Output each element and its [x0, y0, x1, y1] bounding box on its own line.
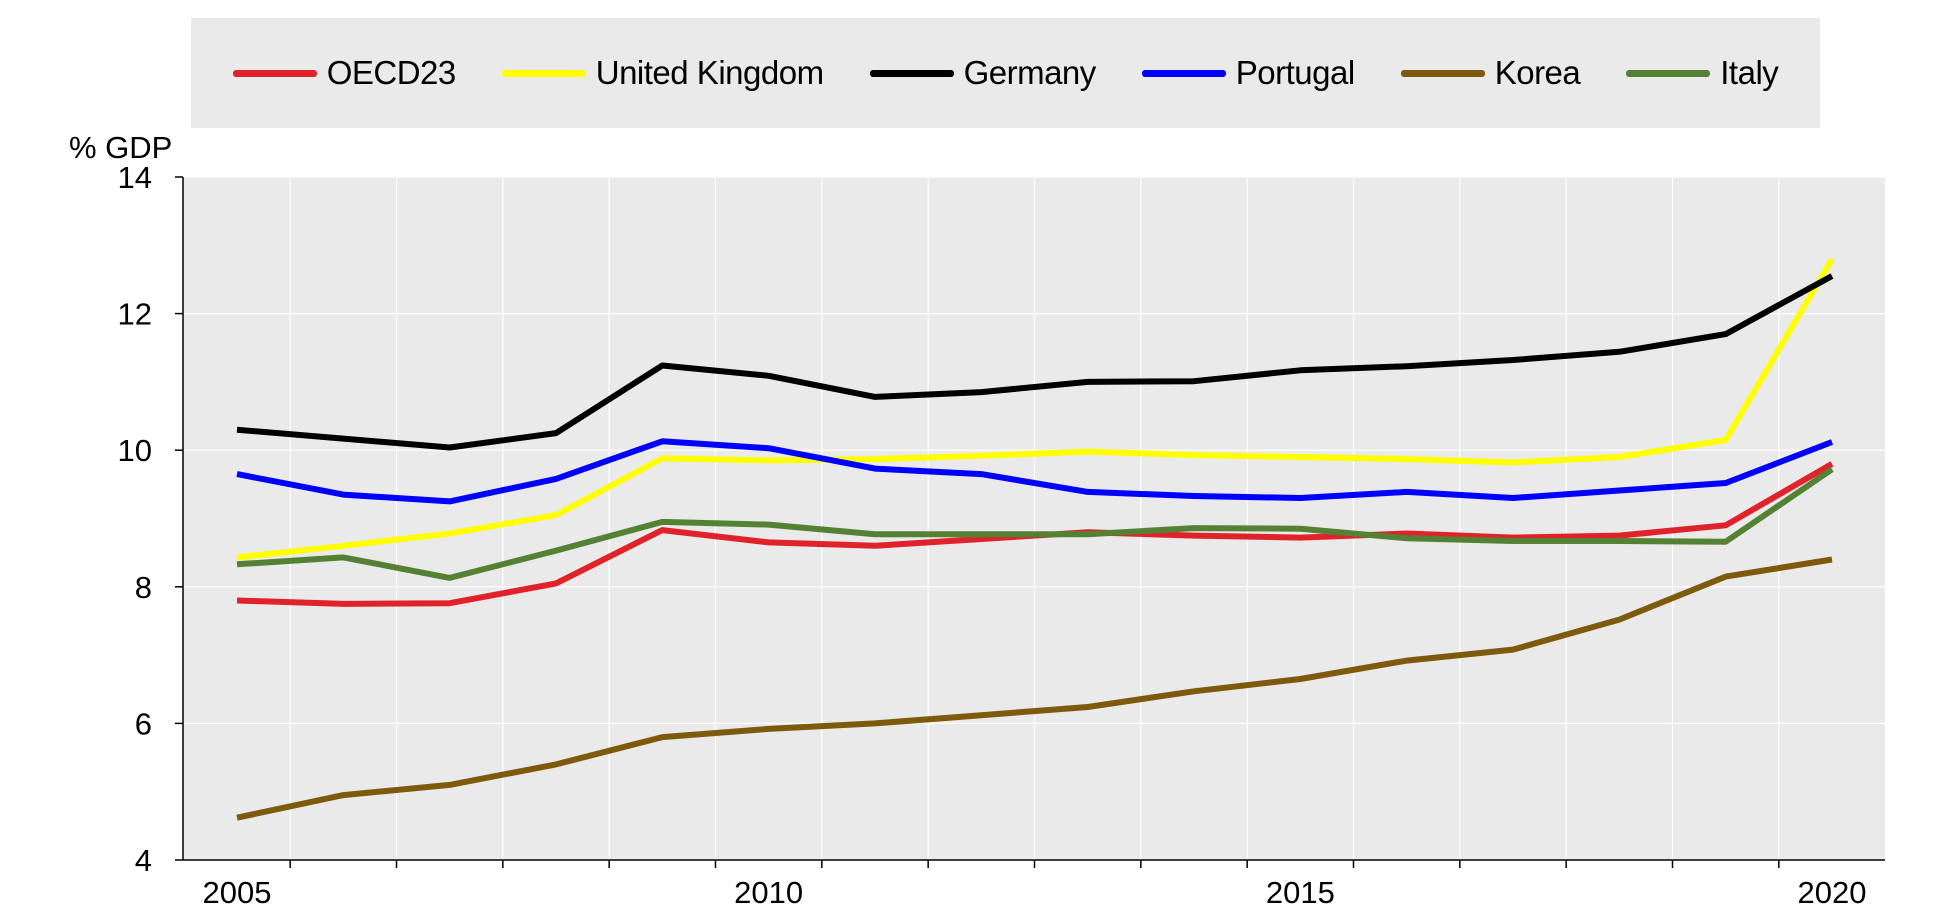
x-tick-label: 2015 — [1266, 875, 1335, 910]
legend-swatch — [869, 69, 954, 77]
legend-label: OECD23 — [326, 54, 457, 91]
legend-item-germany: Germany — [869, 54, 1097, 92]
legend-item-italy: Italy — [1626, 54, 1779, 92]
y-tick-label: 8 — [135, 570, 152, 605]
x-tick-label: 2020 — [1798, 875, 1867, 910]
series-line-italy — [236, 466, 1834, 581]
y-tick-label: 12 — [118, 297, 152, 332]
y-tick-label: 6 — [135, 706, 152, 741]
y-tick-label: 14 — [118, 160, 152, 195]
legend-swatch — [1626, 69, 1711, 77]
y-tick-label: 10 — [118, 433, 152, 468]
legend-swatch — [1400, 69, 1485, 77]
legend-swatch — [1141, 69, 1226, 77]
legend-item-oecd23: OECD23 — [232, 54, 457, 92]
legend-item-united-kingdom: United Kingdom — [501, 54, 824, 92]
y-axis-title: % GDP — [69, 130, 172, 165]
legend-swatch — [501, 69, 586, 77]
series-line-portugal — [236, 438, 1834, 505]
x-tick-label: 2005 — [203, 875, 272, 910]
legend-item-korea: Korea — [1400, 54, 1581, 92]
y-tick-label: 4 — [135, 843, 152, 878]
legend-label: Germany — [963, 54, 1097, 91]
legend: OECD23 United Kingdom Germany Portugal Korea… — [191, 18, 1820, 128]
legend-label: United Kingdom — [595, 54, 824, 91]
series-line-germany — [236, 273, 1834, 451]
series-line-united-kingdom — [236, 257, 1835, 561]
legend-label: Portugal — [1235, 54, 1355, 91]
legend-item-portugal: Portugal — [1141, 54, 1355, 92]
legend-swatch — [232, 69, 317, 77]
legend-label: Korea — [1494, 54, 1581, 91]
legend-label: Italy — [1720, 54, 1779, 91]
series-line-korea — [236, 556, 1833, 821]
x-tick-label: 2010 — [734, 875, 803, 910]
